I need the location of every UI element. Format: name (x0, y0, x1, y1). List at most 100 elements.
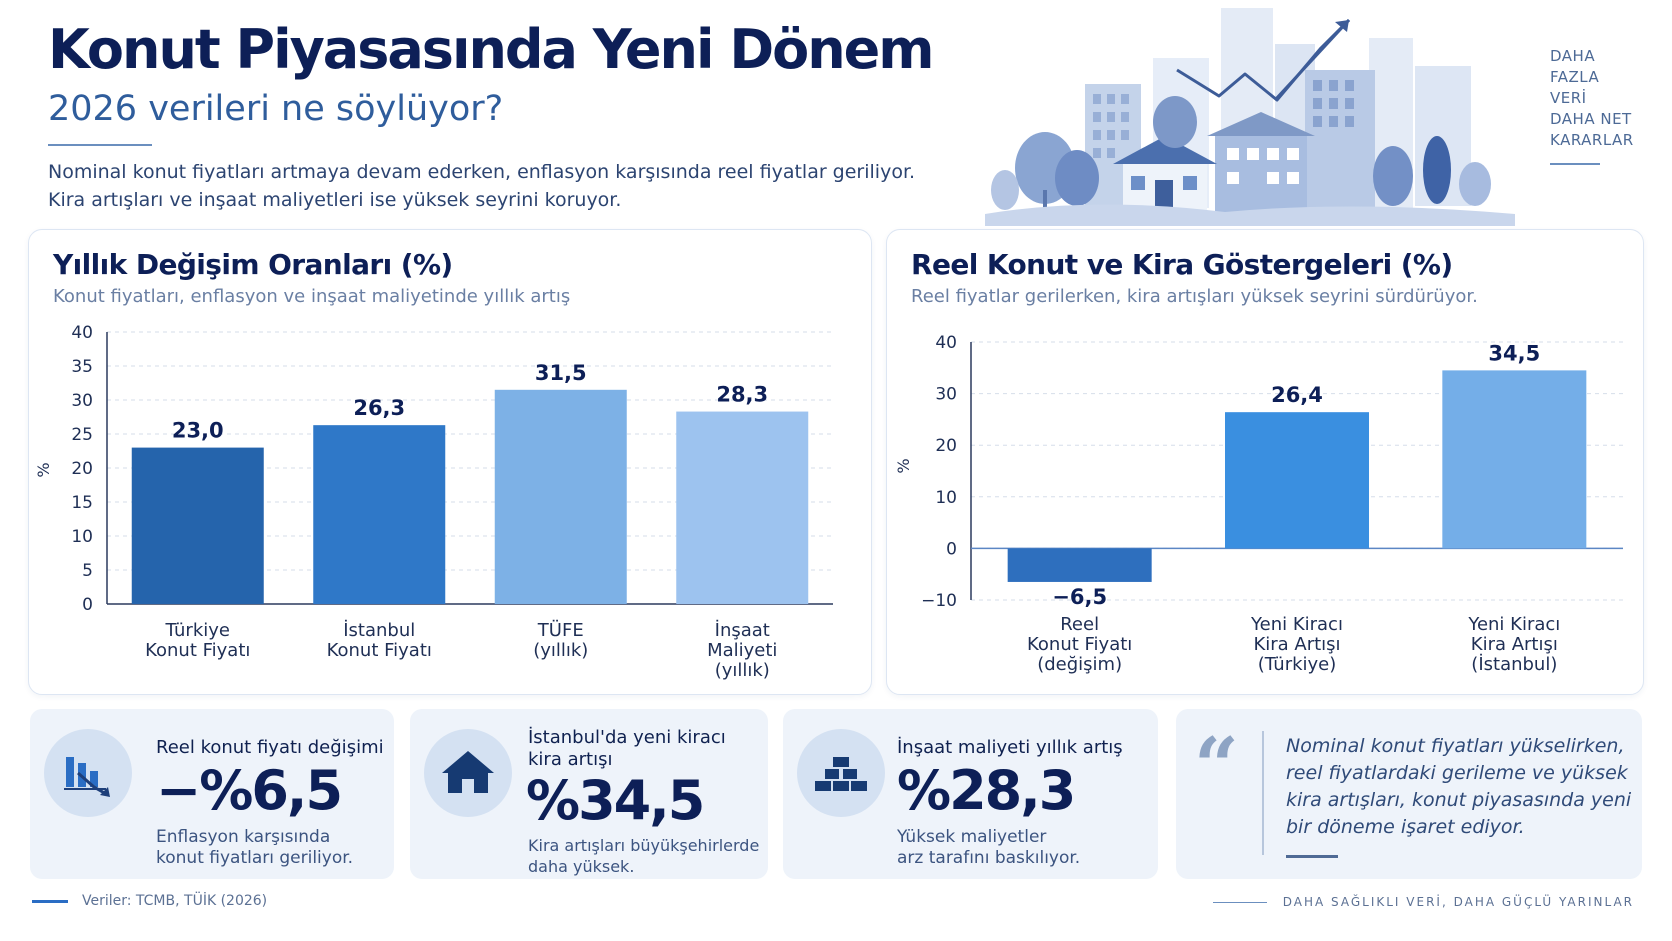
page-subtitle: 2026 verileri ne söylüyor? (48, 89, 504, 129)
quote-underline (1286, 855, 1338, 858)
bar (1442, 370, 1587, 549)
y-tick-label: 20 (935, 436, 957, 456)
y-axis-label: % (894, 458, 913, 473)
x-tick-label: (Türkiye) (1258, 654, 1337, 675)
bar (676, 411, 809, 604)
kpi-note: Kira artışları büyükşehirlerde daha yüks… (528, 835, 759, 877)
kpi-label: İstanbul'da yeni kiracı kira artışı (528, 727, 726, 771)
x-tick-label: (yıllık) (715, 660, 770, 681)
lead-line-1: Nominal konut fiyatları artmaya devam ed… (48, 161, 916, 183)
x-tick-label: Konut Fiyatı (145, 640, 250, 661)
footer-tagline: DAHA SAĞLIKLI VERİ, DAHA GÜÇLÜ YARINLAR (1212, 895, 1634, 909)
y-tick-label: −10 (921, 591, 957, 611)
chart-title: Yıllık Değişim Oranları (%) (53, 248, 453, 281)
page-title: Konut Piyasasında Yeni Dönem (48, 18, 935, 81)
x-tick-label: Yeni Kiracı (1467, 614, 1560, 635)
y-tick-label: 10 (71, 527, 93, 547)
y-tick-label: 30 (71, 391, 93, 411)
x-tick-label: (değişim) (1037, 654, 1122, 675)
chart-title: Reel Konut ve Kira Göstergeleri (%) (911, 248, 1453, 281)
chart-down-icon (44, 729, 132, 817)
side-tagline-line: VERİ (1550, 89, 1587, 107)
y-tick-label: 0 (946, 539, 957, 559)
footer-source: Veriler: TCMB, TÜİK (2026) (32, 893, 267, 909)
footer-tagline-text: DAHA SAĞLIKLI VERİ, DAHA GÜÇLÜ YARINLAR (1282, 895, 1634, 909)
data-label: 34,5 (1488, 341, 1540, 365)
bar (131, 447, 264, 604)
kpi-value: −%6,5 (156, 759, 343, 822)
data-label: 26,3 (353, 396, 405, 420)
data-label: 23,0 (172, 419, 224, 443)
bricks-icon (797, 729, 885, 817)
kpi-note-line: konut fiyatları geriliyor. (156, 848, 354, 868)
kpi-label-line: kira artışı (528, 749, 613, 770)
lead-line-2: Kira artışları ve inşaat maliyetleri ise… (48, 189, 622, 211)
real-indicators-panel: Reel Konut ve Kira Göstergeleri (%) Reel… (886, 229, 1644, 695)
quote-text: Nominal konut fiyatları yükselirken, ree… (1286, 735, 1632, 838)
x-tick-label: Türkiye (165, 620, 231, 641)
kpi-note-line: Yüksek maliyetler (897, 827, 1047, 847)
x-tick-label: Konut Fiyatı (327, 640, 432, 661)
kpi-note-line: Kira artışları büyükşehirlerde (528, 836, 760, 855)
x-tick-label: (yıllık) (533, 640, 588, 661)
bar (1225, 412, 1369, 549)
side-tagline-line: DAHA (1550, 47, 1596, 65)
bar (494, 389, 627, 604)
y-tick-label: 5 (82, 561, 93, 581)
y-tick-label: 25 (71, 425, 93, 445)
footer-source-text: Veriler: TCMB, TÜİK (2026) (82, 893, 268, 909)
side-tagline-line: FAZLA (1550, 68, 1600, 86)
kpi-label: İnşaat maliyeti yıllık artış (897, 737, 1123, 758)
y-tick-label: 40 (935, 333, 957, 353)
side-tagline-line: DAHA NET (1550, 110, 1632, 128)
data-label: 26,4 (1271, 383, 1323, 407)
x-tick-label: Kira Artışı (1253, 634, 1340, 655)
x-tick-label: Konut Fiyatı (1027, 634, 1132, 655)
x-tick-label: Kira Artışı (1471, 634, 1558, 655)
kpi-card-istanbul-rent: İstanbul'da yeni kiracı kira artışı %34,… (410, 709, 768, 879)
footer-source-rule (32, 899, 68, 903)
x-tick-label: Yeni Kiracı (1250, 614, 1343, 635)
kpi-note: Enflasyon karşısında konut fiyatları ger… (156, 827, 353, 869)
data-label: 28,3 (716, 383, 768, 407)
y-tick-label: 15 (71, 493, 93, 513)
y-axis-label: % (34, 462, 53, 477)
kpi-note: Yüksek maliyetler arz tarafını baskılıyo… (897, 827, 1080, 869)
kpi-card-real-price: Reel konut fiyatı değişimi −%6,5 Enflasy… (30, 709, 394, 879)
y-tick-label: 40 (71, 323, 93, 343)
house-icon (424, 729, 512, 817)
header: Konut Piyasasında Yeni Dönem 2026 verile… (48, 14, 1008, 214)
kpi-card-construction-cost: İnşaat maliyeti yıllık artış %28,3 Yükse… (783, 709, 1158, 879)
side-tagline-divider (1550, 163, 1600, 165)
bar (313, 425, 446, 604)
x-tick-label: Maliyeti (707, 640, 777, 661)
kpi-value: %28,3 (897, 759, 1076, 822)
footer-tagline-rule (1212, 901, 1267, 903)
kpi-note-line: daha yüksek. (528, 857, 635, 876)
chart-subtitle: Reel fiyatlar gerilerken, kira artışları… (911, 286, 1478, 307)
city-skyline-illustration (975, 0, 1595, 226)
side-tagline: DAHA FAZLA VERİ DAHA NET KARARLAR (1550, 46, 1660, 165)
side-tagline-line: KARARLAR (1550, 131, 1634, 149)
data-label: −6,5 (1052, 585, 1107, 609)
y-tick-label: 10 (935, 488, 957, 508)
lead-text: Nominal konut fiyatları artmaya devam ed… (48, 158, 1008, 214)
kpi-note-line: Enflasyon karşısında (156, 827, 331, 847)
y-tick-label: 0 (82, 595, 93, 615)
kpi-note-line: arz tarafını baskılıyor. (897, 848, 1081, 868)
x-tick-label: İnşaat (715, 620, 770, 641)
data-label: 31,5 (535, 361, 587, 385)
kpi-cards: Reel konut fiyatı değişimi −%6,5 Enflasy… (30, 709, 1644, 879)
y-tick-label: 35 (71, 357, 93, 377)
chart-subtitle: Konut fiyatları, enflasyon ve inşaat mal… (53, 286, 571, 307)
y-tick-label: 20 (71, 459, 93, 479)
bar (1007, 548, 1152, 582)
kpi-label: Reel konut fiyatı değişimi (156, 737, 384, 758)
annual-change-panel: Yıllık Değişim Oranları (%) Konut fiyatl… (28, 229, 872, 695)
kpi-value: %34,5 (526, 769, 705, 832)
title-divider (48, 144, 152, 146)
quote-mark-icon: “ (1194, 721, 1239, 812)
quote-card: “ Nominal konut fiyatları yükselirken, r… (1176, 709, 1642, 879)
